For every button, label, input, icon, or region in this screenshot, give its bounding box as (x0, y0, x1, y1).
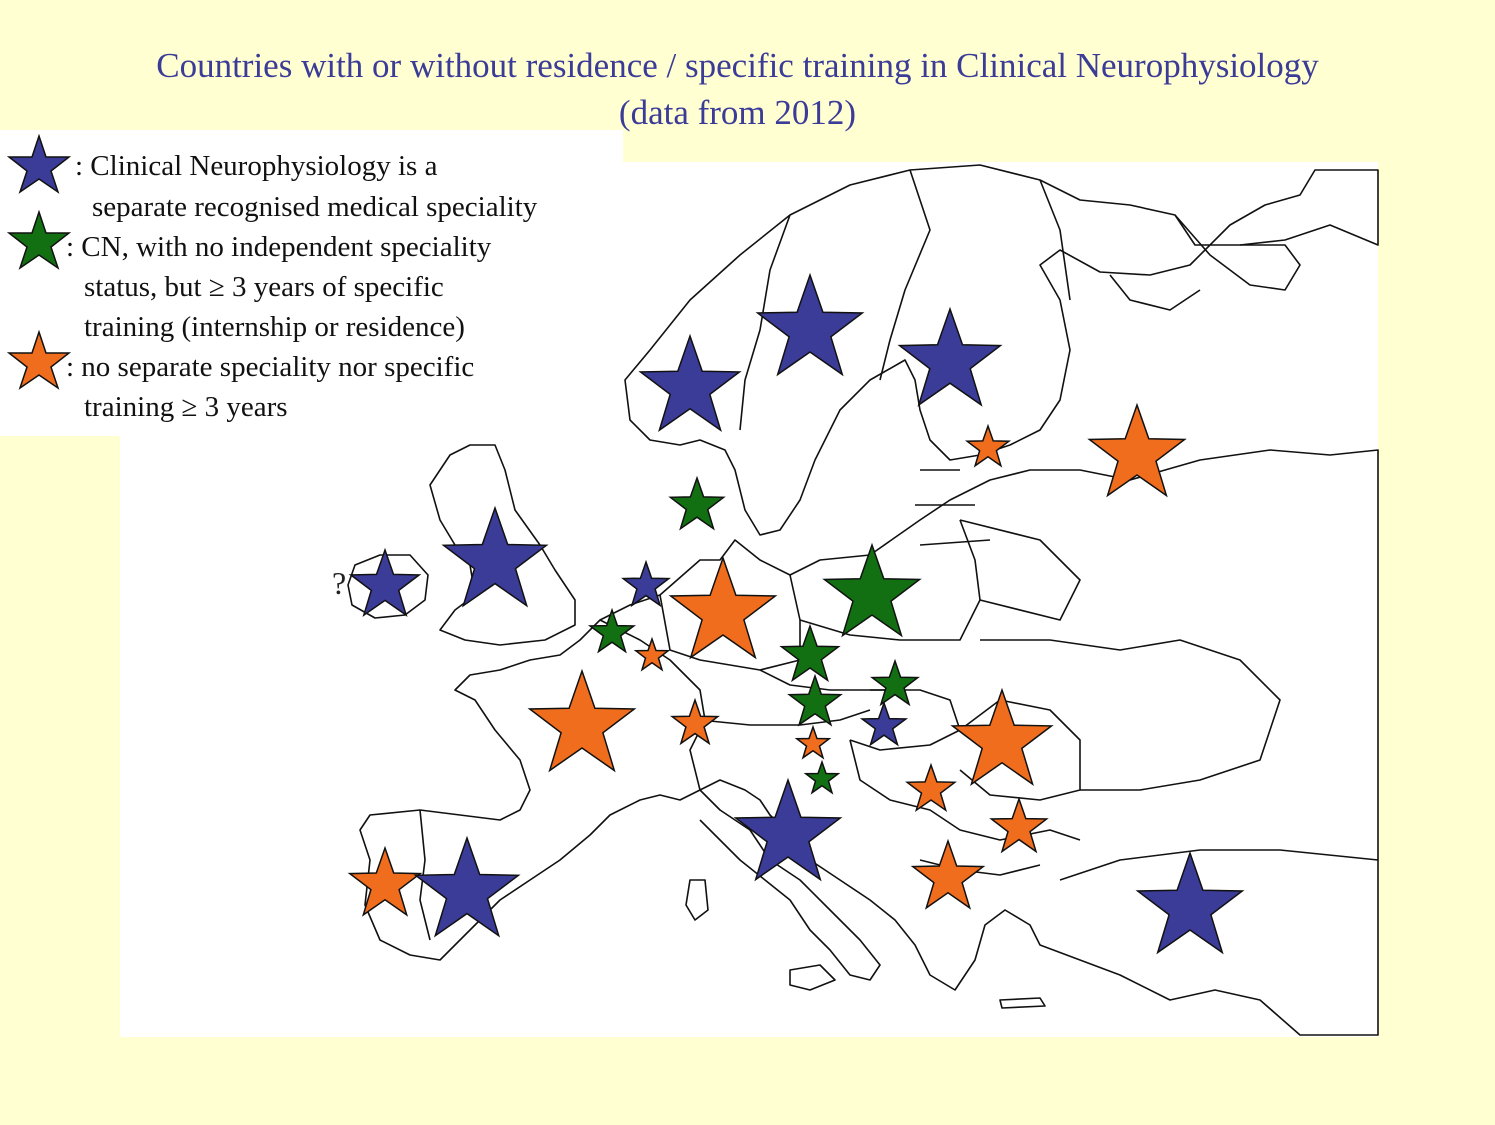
country-outlines (347, 164, 1379, 1036)
star-marker-croatia (803, 759, 841, 795)
legend-blue-star-shape (6, 134, 72, 194)
slide-title: Countries with or without residence / sp… (0, 42, 1475, 136)
star-marker-france (527, 668, 637, 773)
legend-orange-star-icon (6, 330, 72, 390)
star-marker-ireland (348, 547, 422, 617)
legend-green-line-3: training (internship or residence) (84, 311, 465, 343)
star-marker-slovakia (870, 658, 920, 707)
star-marker-turkey (1135, 850, 1245, 955)
star-marker-spain (413, 835, 521, 938)
norway-sweden-border (739, 214, 791, 431)
romania-border (959, 699, 1081, 801)
poland-border (799, 519, 981, 641)
balkans-border (849, 739, 1081, 841)
title-line-2: (data from 2012) (618, 93, 857, 132)
kola-peninsula (1174, 214, 1301, 291)
legend-blue-line-1: : Clinical Neurophysiology is a (75, 150, 438, 182)
star-marker-finland (897, 306, 1003, 407)
star-marker-bulgaria (989, 796, 1049, 854)
france-border (599, 619, 706, 791)
star-marker-estonia (964, 423, 1012, 468)
belarus-border (959, 519, 1081, 621)
legend-blue-line-2: separate recognised medical speciality (92, 191, 538, 223)
star-marker-russia (1087, 402, 1187, 498)
ireland-uncertain-mark: ? (332, 565, 347, 601)
austria-border (699, 709, 871, 726)
star-marker-slovenia (794, 724, 832, 760)
baltic-borders (915, 469, 991, 546)
legend-green-star-shape (6, 210, 72, 270)
star-marker-czech (779, 623, 841, 683)
star-marker-luxembourg (633, 636, 671, 672)
legend-orange-line-2: training ≥ 3 years (84, 391, 288, 423)
ukraine-border (980, 639, 1281, 791)
star-marker-serbia (905, 762, 957, 813)
star-marker-portugal (347, 845, 423, 917)
title-line-1: Countries with or without residence / sp… (156, 46, 1319, 85)
star-marker-hungary (859, 700, 909, 747)
star-marker-poland (822, 542, 922, 638)
continent-outline (359, 449, 1379, 1036)
star-marker-switzerland (670, 697, 720, 746)
star-marker-austria (787, 673, 843, 727)
star-marker-netherlands (621, 559, 671, 608)
legend-green-line-2: status, but ≥ 3 years of specific (84, 271, 444, 303)
star-marker-italy (733, 777, 843, 882)
star-marker-germany (668, 555, 778, 660)
star-marker-belgium (587, 607, 637, 654)
turkey-border (1059, 849, 1379, 881)
country-markers (347, 272, 1245, 955)
finland-russia-border (1039, 179, 1071, 301)
legend-blue-star-icon (6, 134, 72, 194)
legend-green-line-1: : CN, with no independent speciality (66, 231, 492, 263)
star-marker-macedonia (910, 838, 986, 910)
star-marker-romania (950, 687, 1054, 786)
legend-orange-star-shape (6, 330, 72, 390)
sicily (789, 964, 836, 991)
sweden-finland-border (879, 169, 931, 381)
star-marker-denmark (668, 475, 726, 531)
legend: : Clinical Neurophysiology is a separate… (0, 130, 623, 436)
crete (999, 997, 1046, 1009)
star-marker-uk (441, 505, 549, 608)
star-marker-sweden (755, 272, 865, 377)
sardinia (685, 879, 709, 921)
legend-green-star-icon (6, 210, 72, 270)
italy-outline (699, 789, 881, 981)
legend-orange-line-1: : no separate speciality nor specific (66, 351, 475, 383)
ireland-outline (347, 554, 429, 619)
star-marker-norway (638, 333, 742, 432)
scandinavia-outline (624, 164, 1379, 536)
white-sea (1109, 274, 1201, 311)
